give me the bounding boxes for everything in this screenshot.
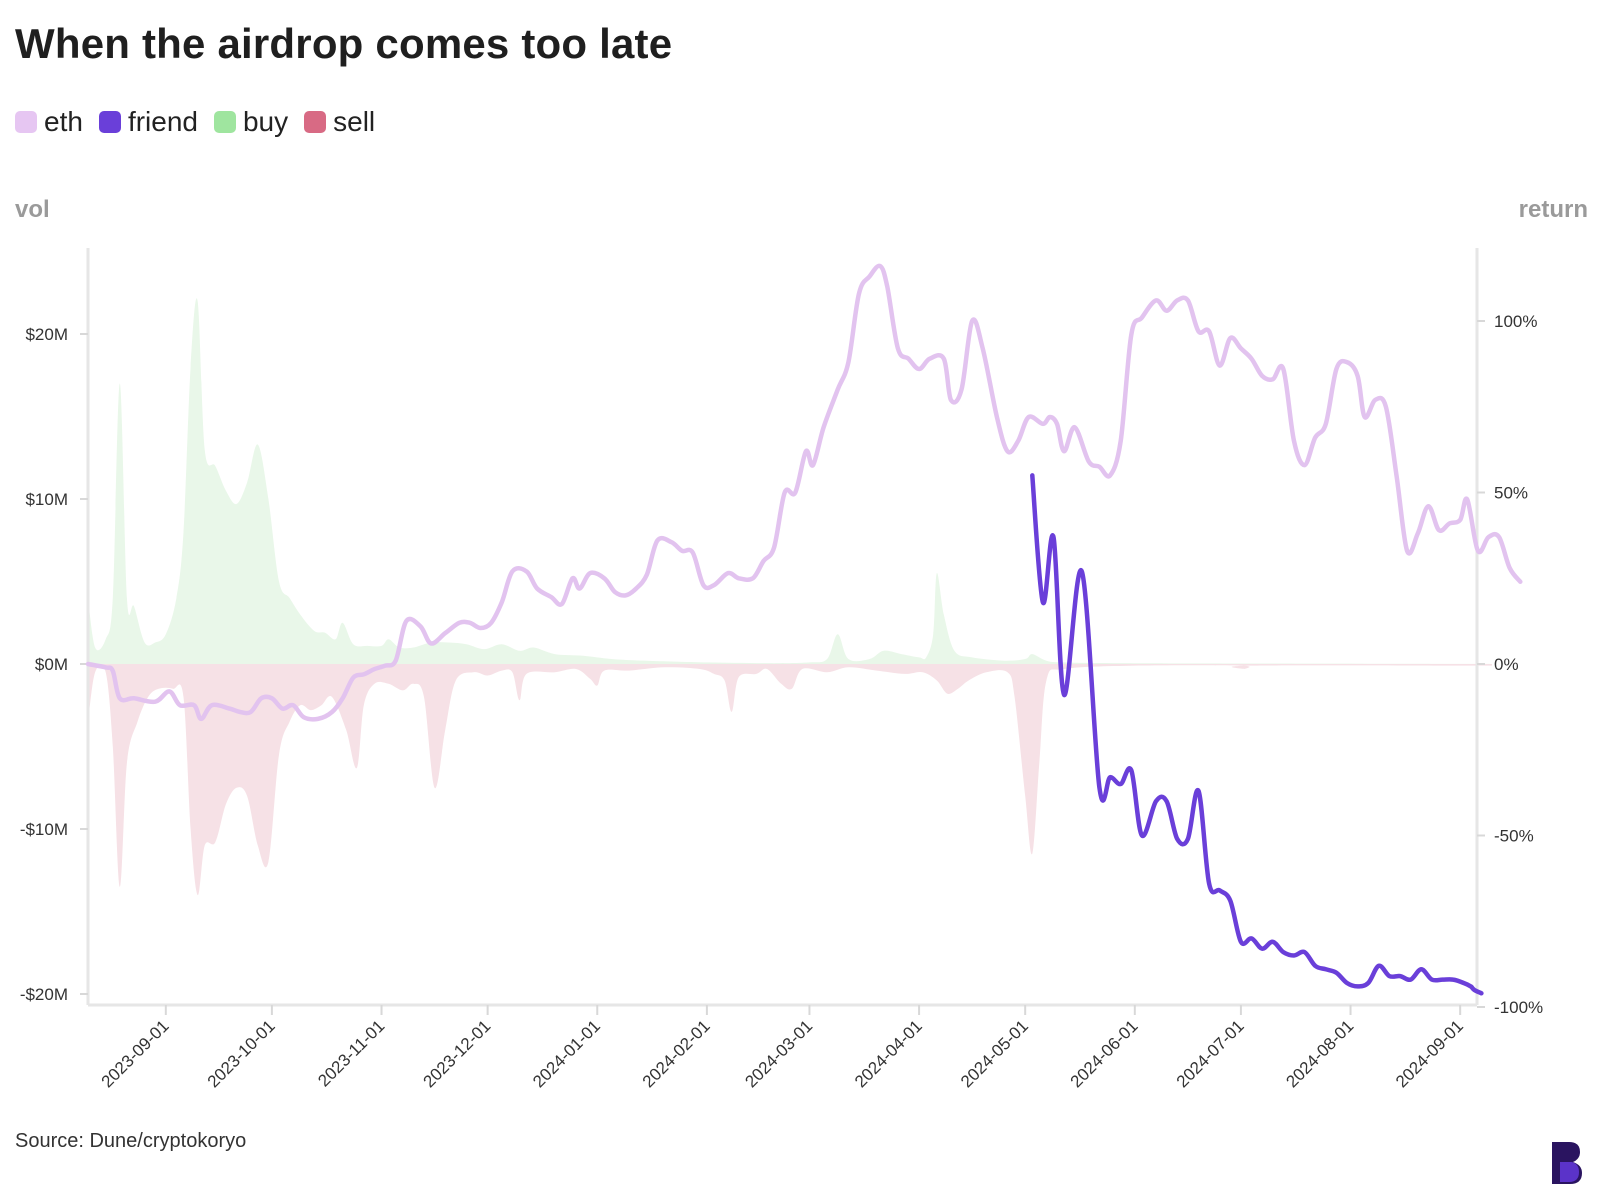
right-tick-label: 50%	[1494, 484, 1528, 503]
x-tick-label: 2023-12-01	[420, 1016, 495, 1091]
buy-area	[88, 298, 1492, 664]
x-tick-label: 2024-09-01	[1392, 1016, 1467, 1091]
x-tick-label: 2024-06-01	[1067, 1016, 1142, 1091]
x-tick-label: 2024-02-01	[639, 1016, 714, 1091]
legend-item-buy[interactable]: buy	[213, 106, 289, 138]
left-tick-label: $0M	[35, 655, 68, 674]
left-tick-label: $20M	[25, 325, 68, 344]
x-tick-label: 2024-08-01	[1282, 1016, 1357, 1091]
x-tick-label: 2023-11-01	[314, 1016, 388, 1090]
x-tick-label: 2024-04-01	[851, 1016, 926, 1091]
x-tick-label: 2024-07-01	[1173, 1016, 1248, 1091]
legend: eth friend buy sell	[15, 106, 391, 138]
legend-label-buy: buy	[242, 106, 289, 137]
left-tick-label: $10M	[25, 490, 68, 509]
legend-label-friend: friend	[127, 106, 198, 137]
x-tick-label: 2023-09-01	[98, 1016, 173, 1091]
legend-label-sell: sell	[333, 106, 376, 137]
left-axis-title: vol	[15, 196, 50, 223]
legend-swatch-friend	[98, 111, 121, 133]
right-tick-label: -50%	[1494, 827, 1534, 846]
right-tick-label: 0%	[1494, 655, 1519, 674]
chart-title: When the airdrop comes too late	[15, 20, 673, 67]
legend-label-eth: eth	[44, 106, 83, 137]
legend-swatch-buy	[213, 111, 236, 133]
x-tick-label: 2024-01-01	[529, 1016, 604, 1091]
source-note: Source: Dune/cryptokoryo	[15, 1130, 247, 1152]
right-tick-label: 100%	[1494, 312, 1537, 331]
sell-area	[88, 664, 1492, 896]
left-tick-label: -$10M	[20, 820, 68, 839]
legend-item-eth[interactable]: eth	[15, 106, 83, 138]
legend-swatch-sell	[304, 111, 327, 133]
legend-item-sell[interactable]: sell	[304, 106, 375, 138]
left-tick-label: -$20M	[20, 985, 68, 1004]
x-tick-label: 2023-10-01	[204, 1016, 279, 1091]
x-tick-label: 2024-03-01	[741, 1016, 816, 1091]
eth-line	[85, 263, 1523, 722]
right-axis-title: return	[1518, 196, 1588, 223]
legend-swatch-eth	[15, 111, 37, 133]
x-tick-label: 2024-05-01	[957, 1016, 1032, 1091]
b-logo-icon	[1552, 1142, 1582, 1184]
legend-item-friend[interactable]: friend	[98, 106, 198, 138]
right-tick-label: -100%	[1494, 998, 1543, 1017]
friend-line	[1030, 473, 1484, 996]
